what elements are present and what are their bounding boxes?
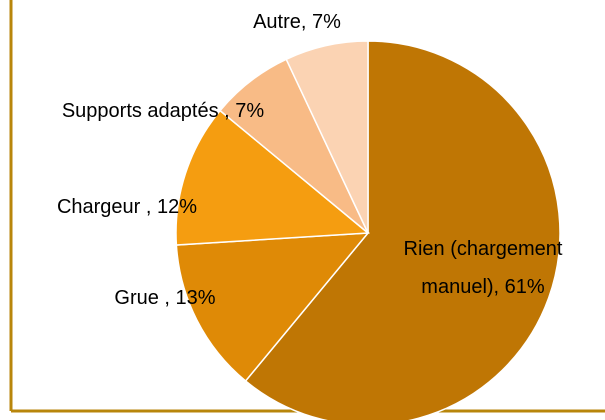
data-label: Autre, 7% bbox=[253, 11, 341, 33]
pie-slice bbox=[244, 40, 561, 420]
data-label: Grue , 13% bbox=[114, 287, 216, 309]
data-label: Rien (chargement manuel), 61% bbox=[403, 238, 563, 298]
pie-slice bbox=[285, 40, 369, 234]
data-label: Chargeur , 12% bbox=[56, 196, 198, 218]
pie-slice bbox=[175, 232, 370, 382]
pie-slice bbox=[175, 109, 370, 246]
data-label: Supports adaptés , 7% bbox=[61, 100, 265, 122]
